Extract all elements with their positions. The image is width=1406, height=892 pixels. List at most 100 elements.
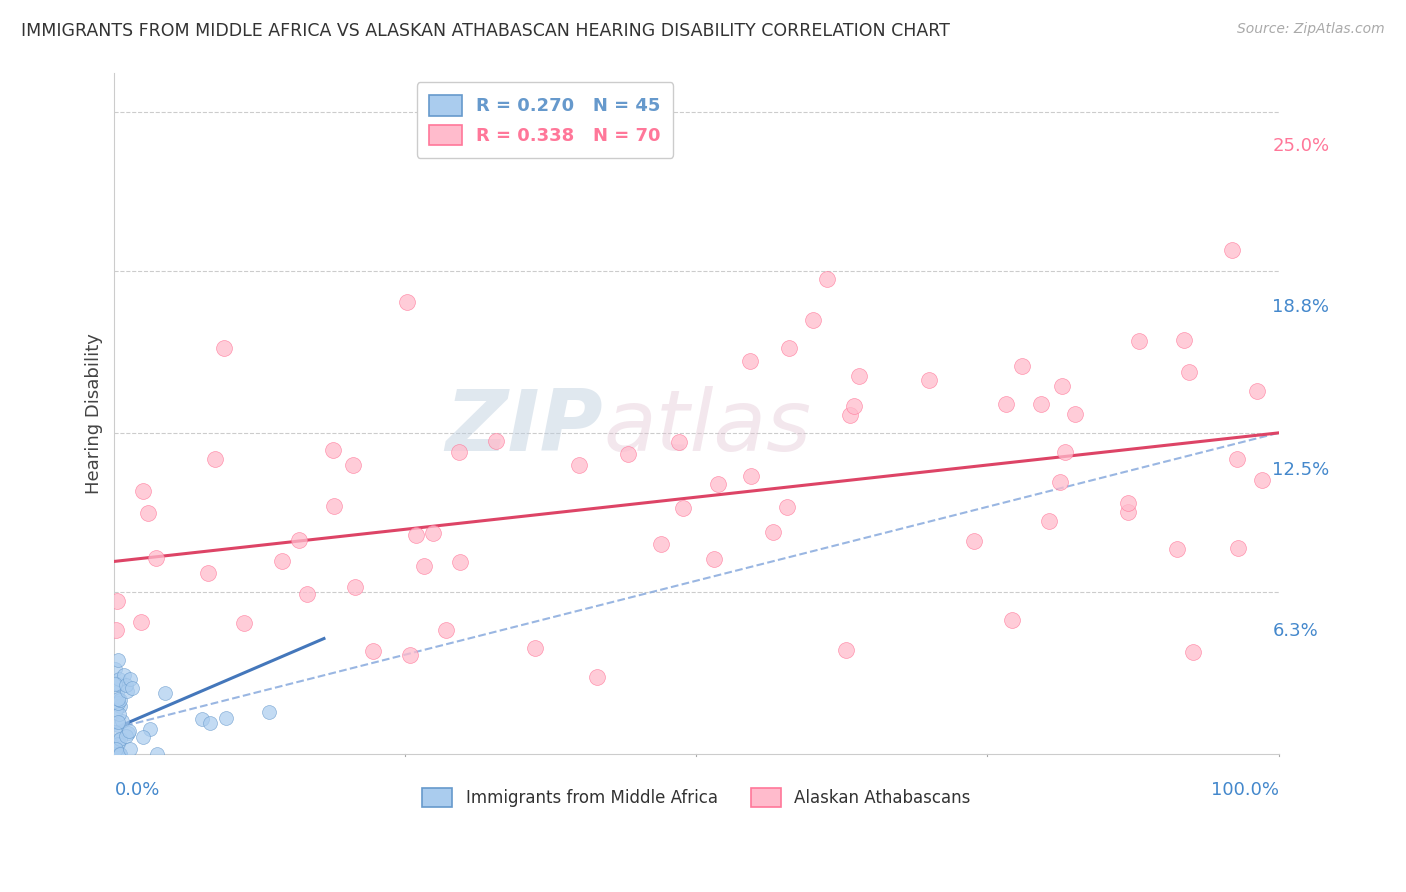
Point <box>762 525 785 540</box>
Point <box>778 342 800 356</box>
Point <box>233 616 256 631</box>
Point <box>104 662 127 676</box>
Point <box>117 726 139 740</box>
Point <box>342 458 364 473</box>
Point <box>1128 334 1150 349</box>
Point <box>107 696 129 710</box>
Point <box>740 468 762 483</box>
Point <box>449 556 471 570</box>
Point <box>104 725 127 739</box>
Point <box>1220 243 1243 257</box>
Point <box>1177 365 1199 379</box>
Point <box>801 313 824 327</box>
Point <box>361 644 384 658</box>
Point <box>322 442 344 457</box>
Y-axis label: Hearing Disability: Hearing Disability <box>86 333 103 494</box>
Point <box>214 711 236 725</box>
Point <box>110 693 132 707</box>
Point <box>191 711 214 725</box>
Point <box>838 408 860 422</box>
Legend: Immigrants from Middle Africa, Alaskan Athabascans: Immigrants from Middle Africa, Alaskan A… <box>416 781 977 814</box>
Point <box>523 641 546 656</box>
Point <box>848 369 870 384</box>
Point <box>138 723 160 737</box>
Text: 25.0%: 25.0% <box>1272 136 1330 155</box>
Point <box>995 397 1018 411</box>
Point <box>963 533 986 548</box>
Text: 100.0%: 100.0% <box>1211 781 1278 799</box>
Point <box>115 729 138 743</box>
Point <box>617 446 640 460</box>
Point <box>585 670 607 684</box>
Point <box>434 623 457 637</box>
Point <box>1246 384 1268 398</box>
Point <box>104 676 127 690</box>
Point <box>112 667 135 681</box>
Point <box>212 341 235 355</box>
Point <box>132 730 155 744</box>
Point <box>105 747 128 762</box>
Point <box>104 747 127 762</box>
Point <box>136 506 159 520</box>
Point <box>918 373 941 387</box>
Point <box>815 272 838 286</box>
Point <box>271 554 294 568</box>
Text: ZIP: ZIP <box>446 385 603 468</box>
Point <box>668 435 690 450</box>
Point <box>110 699 132 714</box>
Point <box>672 501 695 516</box>
Point <box>104 740 127 755</box>
Point <box>108 747 131 762</box>
Point <box>422 525 444 540</box>
Text: 18.8%: 18.8% <box>1272 298 1330 316</box>
Text: 6.3%: 6.3% <box>1272 622 1319 640</box>
Point <box>129 615 152 630</box>
Point <box>703 552 725 566</box>
Point <box>107 692 129 706</box>
Point <box>121 681 143 696</box>
Point <box>1038 514 1060 528</box>
Point <box>197 566 219 580</box>
Point <box>1054 445 1077 459</box>
Point <box>115 677 138 691</box>
Point <box>104 742 127 756</box>
Text: atlas: atlas <box>603 385 811 468</box>
Point <box>103 747 125 762</box>
Point <box>107 653 129 667</box>
Point <box>395 295 418 310</box>
Point <box>120 742 142 756</box>
Point <box>146 747 169 762</box>
Point <box>1049 475 1071 490</box>
Point <box>287 533 309 547</box>
Point <box>107 733 129 747</box>
Point <box>344 580 367 594</box>
Point <box>1050 378 1073 392</box>
Point <box>1011 359 1033 373</box>
Point <box>1116 504 1139 518</box>
Point <box>835 642 858 657</box>
Point <box>485 434 508 448</box>
Text: Source: ZipAtlas.com: Source: ZipAtlas.com <box>1237 22 1385 37</box>
Text: 12.5%: 12.5% <box>1272 461 1330 479</box>
Point <box>108 672 131 686</box>
Point <box>1001 613 1024 627</box>
Point <box>153 686 176 700</box>
Point <box>204 451 226 466</box>
Point <box>145 551 167 566</box>
Point <box>107 737 129 751</box>
Point <box>105 623 128 637</box>
Point <box>198 716 221 731</box>
Point <box>776 500 799 514</box>
Point <box>1031 397 1053 411</box>
Point <box>842 400 865 414</box>
Point <box>108 747 131 762</box>
Point <box>105 747 128 762</box>
Point <box>650 537 672 551</box>
Point <box>118 673 141 687</box>
Point <box>107 747 129 762</box>
Point <box>707 476 730 491</box>
Point <box>107 715 129 730</box>
Point <box>449 445 471 459</box>
Point <box>107 677 129 691</box>
Point <box>1063 407 1085 421</box>
